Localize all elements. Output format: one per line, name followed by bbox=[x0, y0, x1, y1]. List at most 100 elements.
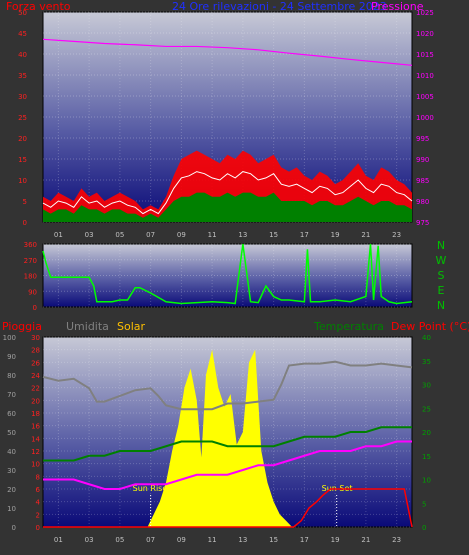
sunrise-label: Sun Rise bbox=[133, 484, 168, 493]
y-left-tick-label: 10 bbox=[18, 177, 27, 185]
x-tick-label: 13 bbox=[238, 536, 247, 544]
x-tick-label: 19 bbox=[331, 231, 340, 239]
humidity-tick-label: 100 bbox=[3, 334, 16, 342]
solar-title: Solar bbox=[117, 320, 146, 333]
humidity-tick-label: 30 bbox=[7, 467, 16, 475]
pressure-title: Pressione bbox=[371, 0, 424, 13]
temperature-tick-label: 25 bbox=[422, 405, 431, 413]
y-right-tick-label: 1015 bbox=[416, 51, 434, 59]
y-right-tick-label: 985 bbox=[416, 177, 429, 185]
x-tick-label: 05 bbox=[115, 536, 124, 544]
compass-letter-n: N bbox=[436, 299, 446, 312]
y-left-tick-label: 20 bbox=[18, 135, 27, 143]
rain-tick-label: 2 bbox=[36, 511, 40, 519]
x-tick-label: 23 bbox=[392, 231, 401, 239]
compass-letter-w: W bbox=[435, 254, 447, 267]
x-tick-label: 01 bbox=[54, 536, 63, 544]
temperature-line bbox=[43, 426, 412, 462]
x-tick-label: 07 bbox=[146, 536, 155, 544]
compass-letter-s: S bbox=[437, 269, 445, 282]
y-left-tick-label: 25 bbox=[18, 114, 27, 122]
y-right-tick-label: 995 bbox=[416, 135, 429, 143]
y-tick-label: 360 bbox=[24, 241, 37, 249]
x-tick-label: 15 bbox=[269, 231, 278, 239]
rain-title: Pioggia bbox=[2, 320, 42, 333]
x-tick-label: 15 bbox=[269, 536, 278, 544]
dewpoint-title: Dew Point (°C) bbox=[391, 320, 469, 333]
compass-letter-e: E bbox=[437, 284, 445, 297]
temperature-title: Temperatura bbox=[314, 320, 384, 333]
humidity-tick-label: 60 bbox=[7, 410, 16, 418]
rain-tick-label: 22 bbox=[31, 385, 40, 393]
x-tick-label: 17 bbox=[300, 231, 309, 239]
rain-tick-label: 4 bbox=[36, 499, 41, 507]
x-tick-label: 01 bbox=[54, 231, 63, 239]
x-tick-label: 03 bbox=[85, 536, 94, 544]
y-right-tick-label: 1005 bbox=[416, 93, 434, 101]
y-left-tick-label: 0 bbox=[23, 219, 27, 227]
y-left-tick-label: 15 bbox=[18, 156, 27, 164]
humidity-tick-label: 40 bbox=[7, 448, 16, 456]
humidity-tick-label: 0 bbox=[12, 524, 16, 532]
dewpoint-line bbox=[43, 440, 412, 490]
temperature-tick-label: 0 bbox=[422, 524, 426, 532]
y-tick-label: 90 bbox=[28, 288, 37, 296]
rain-tick-label: 10 bbox=[31, 461, 40, 469]
plot-area bbox=[42, 243, 413, 308]
wind-direction-line bbox=[42, 243, 413, 305]
temperature-tick-label: 30 bbox=[422, 382, 431, 390]
rain-tick-label: 18 bbox=[31, 410, 40, 418]
temperature-tick-label: 15 bbox=[422, 453, 431, 461]
compass-letter-n: N bbox=[436, 239, 446, 252]
humidity-tick-label: 90 bbox=[7, 353, 16, 361]
humidity-tick-label: 70 bbox=[7, 391, 16, 399]
rain-tick-label: 20 bbox=[31, 397, 40, 405]
y-tick-label: 180 bbox=[24, 273, 37, 281]
rain-line bbox=[43, 488, 413, 528]
x-tick-label: 03 bbox=[85, 231, 94, 239]
temperature-tick-label: 10 bbox=[422, 477, 431, 485]
temperature-tick-label: 35 bbox=[422, 358, 431, 366]
x-tick-label: 11 bbox=[208, 231, 217, 239]
x-tick-label: 09 bbox=[177, 536, 186, 544]
humidity-tick-label: 20 bbox=[7, 486, 16, 494]
x-tick-label: 09 bbox=[177, 231, 186, 239]
wind-force-title: Forza vento bbox=[6, 0, 71, 13]
x-tick-label: 05 bbox=[115, 231, 124, 239]
y-tick-label: 0 bbox=[33, 304, 37, 312]
temperature-tick-label: 40 bbox=[422, 334, 431, 342]
temperature-tick-label: 5 bbox=[422, 500, 426, 508]
rain-tick-label: 30 bbox=[31, 334, 40, 342]
rain-tick-label: 12 bbox=[31, 448, 40, 456]
rain-tick-label: 6 bbox=[36, 486, 41, 494]
y-left-tick-label: 40 bbox=[18, 51, 27, 59]
wind-average-area bbox=[43, 192, 412, 222]
rain-tick-label: 8 bbox=[36, 473, 40, 481]
x-tick-label: 11 bbox=[208, 536, 217, 544]
y-left-tick-label: 45 bbox=[18, 30, 27, 38]
rain-tick-label: 16 bbox=[31, 423, 40, 431]
x-tick-label: 21 bbox=[361, 231, 370, 239]
temperature-tick-label: 20 bbox=[422, 429, 431, 437]
rain-tick-label: 14 bbox=[31, 435, 40, 443]
y-right-tick-label: 990 bbox=[416, 156, 429, 164]
x-tick-label: 23 bbox=[392, 536, 401, 544]
solar-area bbox=[43, 349, 412, 527]
rain-tick-label: 26 bbox=[31, 359, 40, 367]
y-left-tick-label: 30 bbox=[18, 93, 27, 101]
x-tick-label: 17 bbox=[300, 536, 309, 544]
rain-tick-label: 0 bbox=[36, 524, 40, 532]
wind-mid-line bbox=[42, 171, 413, 215]
humidity-tick-label: 10 bbox=[7, 505, 16, 513]
wind-pressure-chart: 0510152025303540455097598098599099510001… bbox=[18, 9, 434, 239]
x-tick-label: 07 bbox=[146, 231, 155, 239]
x-tick-label: 21 bbox=[361, 536, 370, 544]
humidity-line bbox=[42, 360, 413, 411]
y-left-tick-label: 50 bbox=[18, 9, 27, 17]
x-tick-label: 19 bbox=[331, 536, 340, 544]
rain-tick-label: 24 bbox=[31, 372, 40, 380]
y-right-tick-label: 1010 bbox=[416, 72, 434, 80]
